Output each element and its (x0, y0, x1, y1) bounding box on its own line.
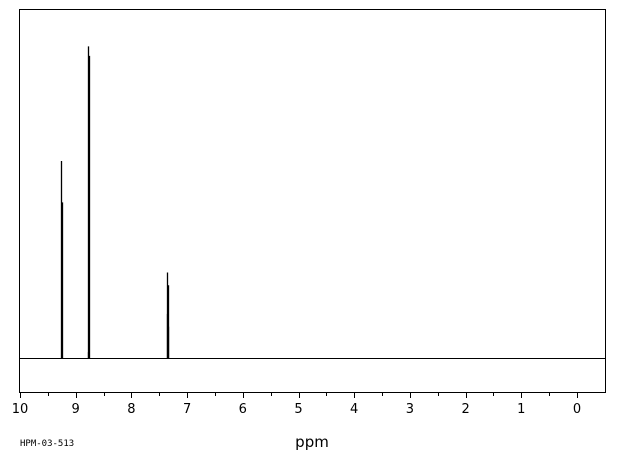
tick-label-5: 5 (294, 402, 302, 417)
tick-label-2: 2 (461, 402, 469, 417)
plot-frame (20, 10, 606, 393)
tick-label-10: 10 (12, 402, 29, 417)
tick-label-1: 1 (517, 402, 525, 417)
tick-label-6: 6 (239, 402, 247, 417)
tick-label-8: 8 (127, 402, 135, 417)
tick-label-0: 0 (573, 402, 581, 417)
tick-label-7: 7 (183, 402, 191, 417)
tick-label-4: 4 (350, 402, 358, 417)
tick-label-9: 9 (72, 402, 80, 417)
tick-label-3: 3 (406, 402, 414, 417)
tick-label-group: 10 9 8 7 6 5 4 3 2 1 0 (12, 402, 581, 417)
x-axis-title: ppm (295, 433, 329, 451)
sample-id-label: HPM-03-513 (20, 439, 74, 449)
tick-group (21, 392, 578, 398)
